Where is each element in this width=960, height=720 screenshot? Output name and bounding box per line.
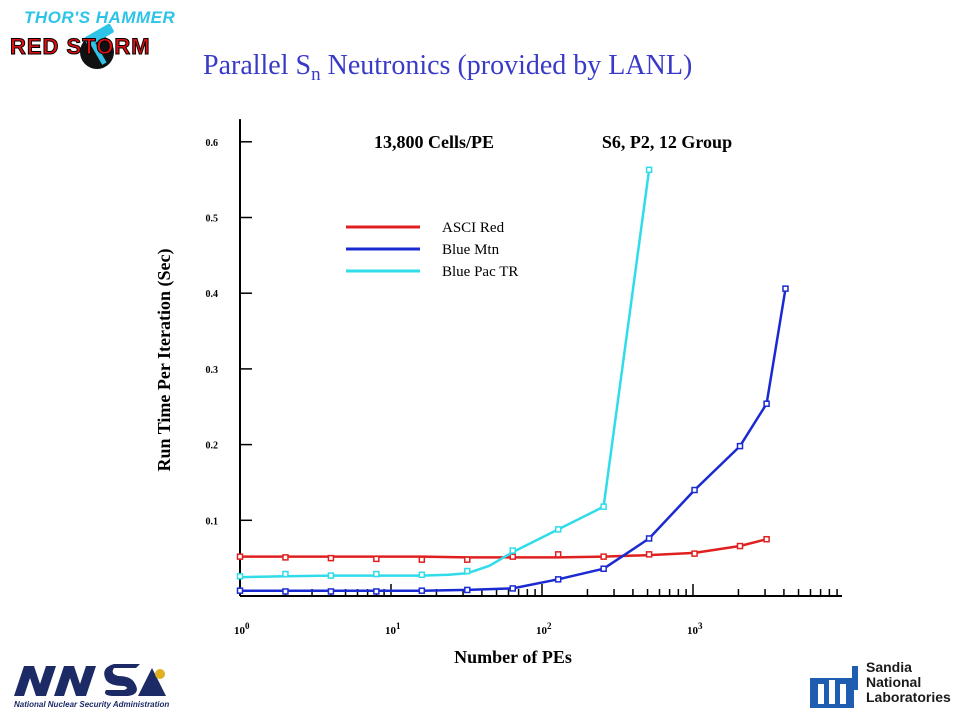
data-point xyxy=(736,542,744,550)
data-point xyxy=(691,550,698,557)
legend-label: Blue Mtn xyxy=(442,242,500,258)
chart-axes: 0.1 0.2 0.3 0.4 0.5 0.6 100 101 102 103 xyxy=(206,119,842,637)
data-point xyxy=(236,573,244,580)
data-point xyxy=(236,587,244,594)
data-point xyxy=(327,588,335,595)
slide-title: Parallel Sn Neutronics (provided by LANL… xyxy=(203,50,692,86)
data-point xyxy=(600,565,607,572)
series-line-1 xyxy=(240,288,787,592)
chart-legend: ASCI Red Blue Mtn Blue Pac TR xyxy=(346,220,518,280)
title-main: Parallel S xyxy=(203,50,312,81)
data-point xyxy=(464,567,471,575)
data-point xyxy=(282,570,289,578)
data-point xyxy=(282,554,289,561)
data-point xyxy=(418,571,426,579)
legend-label: Blue Pac TR xyxy=(442,264,518,280)
sandia-logo: Sandia National Laboratories xyxy=(806,658,956,714)
data-point xyxy=(418,556,426,563)
x-tick-label: 101 xyxy=(385,621,401,637)
chart-annotation-group: S6, P2, 12 Group xyxy=(602,132,732,152)
data-point xyxy=(327,572,335,579)
y-tick-label: 0.3 xyxy=(206,365,219,376)
title-rest: Neutronics (provided by LANL) xyxy=(320,50,693,81)
nnsa-emblem-icon xyxy=(14,664,166,696)
x-axis-label: Number of PEs xyxy=(454,647,572,667)
data-point xyxy=(373,555,380,563)
data-point xyxy=(554,526,562,533)
chart-annotation-cells: 13,800 Cells/PE xyxy=(374,132,494,152)
y-tick-label: 0.5 xyxy=(206,214,219,225)
logo-top-text: THOR'S HAMMER xyxy=(24,8,176,27)
data-point xyxy=(645,166,653,174)
legend-label: ASCI Red xyxy=(442,220,505,236)
data-point xyxy=(373,588,380,595)
data-point xyxy=(509,547,516,554)
data-point xyxy=(736,442,744,450)
y-tick-label: 0.6 xyxy=(206,138,219,149)
logo-bottom-text: RED STORM xyxy=(10,34,151,60)
red-storm-logo: THOR'S HAMMER RED STORM xyxy=(6,4,211,72)
data-point xyxy=(418,587,426,594)
sandia-line-1: Sandia xyxy=(866,659,912,675)
data-point xyxy=(509,585,516,592)
sandia-line-2: National xyxy=(866,674,922,690)
data-point xyxy=(464,586,471,594)
chart-series xyxy=(236,166,789,595)
series-line-0 xyxy=(240,537,767,559)
nnsa-caption: National Nuclear Security Administration xyxy=(14,700,170,709)
sandia-line-3: Laboratories xyxy=(866,689,951,705)
x-tick-label: 103 xyxy=(687,621,703,637)
data-point xyxy=(554,551,562,558)
data-point xyxy=(763,535,770,543)
series-line-2 xyxy=(239,169,651,579)
nnsa-logo: National Nuclear Security Administration xyxy=(10,660,180,714)
data-point xyxy=(509,553,516,560)
x-tick-label: 100 xyxy=(234,621,250,637)
data-point xyxy=(763,400,770,407)
data-point xyxy=(464,556,471,563)
y-tick-label: 0.1 xyxy=(206,516,219,527)
sandia-thunderbird-icon xyxy=(810,666,858,708)
data-point xyxy=(782,285,789,292)
y-tick-label: 0.4 xyxy=(206,289,219,300)
title-subscript: n xyxy=(311,64,321,85)
x-tick-label: 102 xyxy=(536,621,552,637)
data-point xyxy=(600,553,607,560)
y-axis-label: Run Time Per Iteration (Sec) xyxy=(154,249,175,472)
data-point xyxy=(645,535,653,542)
data-point xyxy=(327,554,335,562)
y-tick-label: 0.2 xyxy=(206,441,219,452)
data-point xyxy=(236,553,244,560)
data-point xyxy=(691,486,698,494)
sandia-wordmark: Sandia National Laboratories xyxy=(866,660,951,705)
hammer-icon xyxy=(80,23,114,69)
data-point xyxy=(373,570,380,578)
data-point xyxy=(282,588,289,595)
data-point xyxy=(554,576,562,583)
data-point xyxy=(645,551,653,558)
data-point xyxy=(600,503,607,510)
